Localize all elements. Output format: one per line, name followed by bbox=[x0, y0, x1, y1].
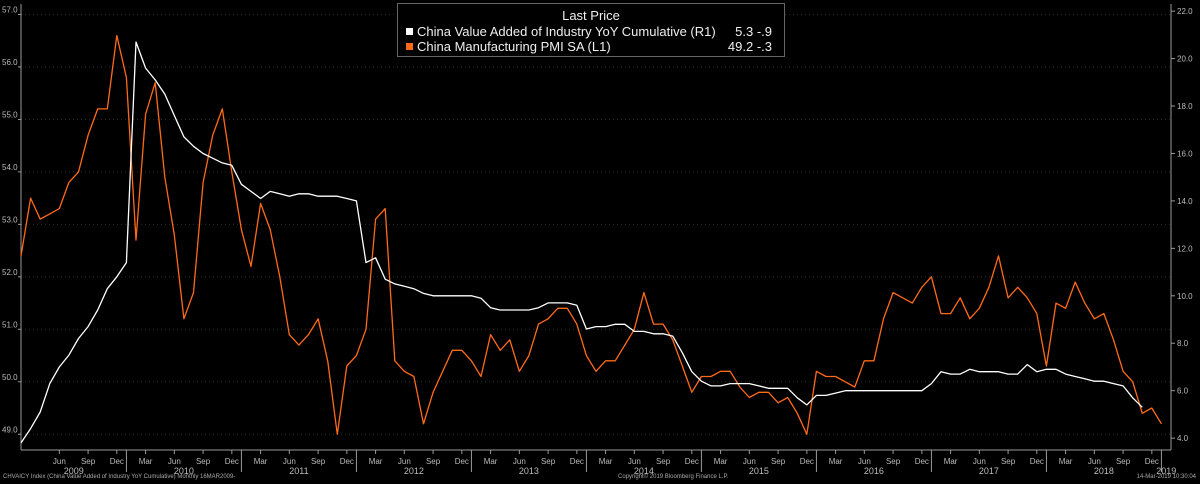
legend-label-industry: China Value Added of Industry YoY Cumula… bbox=[417, 24, 716, 39]
x-tick-label: Mar bbox=[944, 457, 958, 466]
y-right-tick-label: 18.0 bbox=[1177, 102, 1193, 111]
legend: Last Price China Value Added of Industry… bbox=[397, 3, 785, 57]
x-tick-label: Jun bbox=[53, 457, 66, 466]
y-right-tick-label: 6.0 bbox=[1177, 387, 1189, 396]
x-tick-label: Mar bbox=[714, 457, 728, 466]
x-tick-label: Jun bbox=[398, 457, 411, 466]
legend-title: Last Price bbox=[562, 8, 620, 23]
legend-item-pmi: China Manufacturing PMI SA (L1) 49.2 -.3 bbox=[406, 39, 776, 55]
x-tick-label: Dec bbox=[1145, 457, 1159, 466]
y-left-tick-label: 55.0 bbox=[2, 110, 18, 119]
y-right-tick-label: 20.0 bbox=[1177, 55, 1193, 64]
y-left-tick-label: 53.0 bbox=[2, 215, 18, 224]
x-tick-label: Sep bbox=[656, 457, 671, 466]
series-lines bbox=[20, 34, 1162, 444]
x-tick-label: Dec bbox=[1030, 457, 1044, 466]
year-label: 2019 bbox=[1156, 466, 1176, 476]
year-label: 2015 bbox=[749, 466, 769, 476]
year-label: 2012 bbox=[404, 466, 424, 476]
y-right-tick-label: 8.0 bbox=[1177, 339, 1189, 348]
x-tick-label: Dec bbox=[225, 457, 239, 466]
x-tick-label: Dec bbox=[455, 457, 469, 466]
x-tick-label: Dec bbox=[340, 457, 354, 466]
x-tick-label: Mar bbox=[829, 457, 843, 466]
x-tick-label: Sep bbox=[311, 457, 326, 466]
x-tick-label: Jun bbox=[628, 457, 641, 466]
legend-item-industry: China Value Added of Industry YoY Cumula… bbox=[406, 24, 776, 40]
y-left-tick-label: 50.0 bbox=[2, 373, 18, 382]
x-tick-label: Sep bbox=[81, 457, 96, 466]
year-label: 2010 bbox=[174, 466, 194, 476]
x-tick-label: Jun bbox=[858, 457, 871, 466]
legend-label-pmi: China Manufacturing PMI SA (L1) bbox=[417, 39, 611, 54]
x-tick-label: Dec bbox=[685, 457, 699, 466]
y-right-tick-label: 22.0 bbox=[1177, 7, 1193, 16]
x-tick-label: Sep bbox=[771, 457, 786, 466]
x-tick-label: Mar bbox=[1059, 457, 1073, 466]
x-tick-label: Mar bbox=[369, 457, 383, 466]
y-left-tick-label: 56.0 bbox=[2, 58, 18, 67]
x-tick-label: Sep bbox=[196, 457, 211, 466]
y-right-tick-label: 4.0 bbox=[1177, 434, 1189, 443]
x-tick-label: Dec bbox=[915, 457, 929, 466]
y-left-tick-label: 57.0 bbox=[2, 5, 18, 14]
y-left-tick-label: 49.0 bbox=[2, 425, 18, 434]
x-tick-label: Mar bbox=[484, 457, 498, 466]
legend-swatch-industry bbox=[406, 28, 413, 35]
footer-timestamp: 14-Mar-2019 10:30:04 bbox=[1136, 474, 1196, 480]
industry-line bbox=[20, 41, 1143, 444]
year-label: 2017 bbox=[979, 466, 999, 476]
x-tick-label: Sep bbox=[1001, 457, 1016, 466]
y-right-tick-label: 14.0 bbox=[1177, 197, 1193, 206]
y-left-tick-label: 54.0 bbox=[2, 163, 18, 172]
x-tick-label: Dec bbox=[110, 457, 124, 466]
year-label: 2009 bbox=[64, 466, 84, 476]
y-left-tick-label: 52.0 bbox=[2, 268, 18, 277]
legend-value-pmi: 49.2 -.3 bbox=[727, 39, 772, 54]
axes: 49.0 50.0 51.0 52.0 53.0 54.0 55.0 56.0 57.0 4.0 6… bbox=[2, 4, 1193, 476]
x-tick-label: Jun bbox=[973, 457, 986, 466]
x-tick-label: Dec bbox=[570, 457, 584, 466]
x-tick-label: Mar bbox=[254, 457, 268, 466]
x-tick-label: Dec bbox=[800, 457, 814, 466]
x-tick-label: Sep bbox=[541, 457, 556, 466]
x-tick-label: Jun bbox=[743, 457, 756, 466]
y-right-tick-label: 10.0 bbox=[1177, 292, 1193, 301]
year-label: 2014 bbox=[634, 466, 654, 476]
legend-value-industry: 5.3 -.9 bbox=[735, 24, 772, 39]
y-right-tick-label: 12.0 bbox=[1177, 244, 1193, 253]
y-left-tick-label: 51.0 bbox=[2, 320, 18, 329]
year-label: 2018 bbox=[1094, 466, 1114, 476]
x-tick-label: Jun bbox=[168, 457, 181, 466]
x-tick-label: Mar bbox=[139, 457, 153, 466]
footer-source: CHVAICY Index (China Value Added of Indu… bbox=[3, 474, 236, 480]
x-tick-label: Sep bbox=[1116, 457, 1131, 466]
year-label: 2016 bbox=[864, 466, 884, 476]
legend-swatch-pmi bbox=[406, 43, 413, 50]
x-tick-label: Sep bbox=[426, 457, 441, 466]
year-label: 2011 bbox=[289, 466, 308, 476]
x-tick-label: Mar bbox=[599, 457, 613, 466]
x-tick-label: Sep bbox=[886, 457, 901, 466]
year-label: 2013 bbox=[519, 466, 539, 476]
x-tick-label: Jun bbox=[513, 457, 526, 466]
y-right-tick-label: 16.0 bbox=[1177, 149, 1193, 158]
pmi-line bbox=[20, 34, 1162, 435]
footer-copyright: Copyright© 2019 Bloomberg Finance L.P. bbox=[618, 474, 729, 480]
x-tick-label: Jun bbox=[1088, 457, 1101, 466]
x-tick-label: Jun bbox=[283, 457, 296, 466]
